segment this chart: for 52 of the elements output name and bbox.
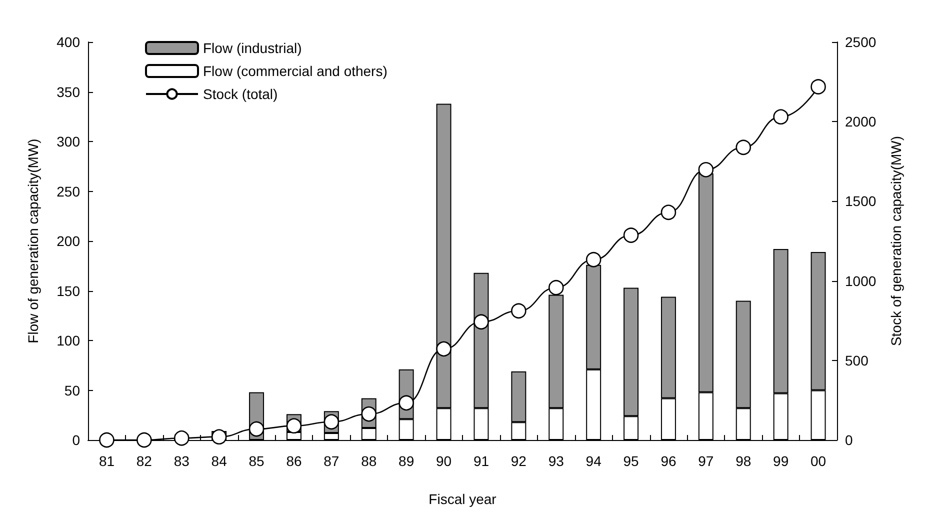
point (436, 341, 452, 357)
y2-tick-label: 1500 (845, 193, 876, 210)
point (324, 414, 340, 430)
y2-tick-label: 0 (845, 432, 853, 448)
x-tick-label: 90 (436, 453, 452, 469)
y-tick-label: 200 (56, 233, 80, 249)
x-tick-label: 00 (810, 453, 826, 469)
x-tick-label: 91 (473, 453, 490, 469)
y-tick-label: 100 (56, 332, 80, 348)
x-tick-label: 82 (136, 453, 152, 469)
point (474, 314, 489, 330)
x-tick-label: 87 (324, 453, 340, 469)
y2-axis-title: Stock of generation capacity(MW) (888, 136, 904, 346)
point (698, 162, 714, 178)
x-tick-label: 94 (586, 453, 602, 469)
legend-label: Flow (commercial and others) (203, 63, 388, 79)
point (248, 421, 264, 437)
legend-label: Flow (industrial) (203, 40, 302, 56)
x-tick-label: 81 (98, 453, 115, 469)
x-tick-label: 96 (660, 453, 676, 469)
x-tick-label: 86 (286, 453, 302, 469)
y2-tick-label: 500 (845, 352, 869, 368)
y-tick-label: 250 (56, 183, 80, 200)
x-tick-label: 88 (361, 453, 377, 469)
x-tick-label: 83 (174, 453, 190, 469)
x-tick-label: 85 (248, 453, 265, 469)
x-tick-label: 95 (623, 453, 640, 469)
legend-label: Stock (total) (203, 86, 278, 102)
y2-tick-label: 2500 (845, 34, 876, 50)
x-tick-label: 99 (773, 453, 789, 469)
y-tick-label: 350 (56, 84, 80, 100)
y-tick-label: 150 (56, 282, 80, 299)
y-tick-label: 300 (56, 134, 80, 150)
point (361, 406, 377, 422)
y-tick-label: 0 (72, 432, 80, 448)
point (586, 252, 602, 268)
point (286, 418, 302, 434)
y2-tick-label: 2000 (845, 114, 876, 130)
x-tick-label: 84 (211, 453, 228, 469)
point (398, 395, 414, 411)
x-tick-label: 98 (736, 453, 752, 469)
point (174, 430, 190, 446)
y-tick-label: 50 (64, 382, 80, 398)
point (211, 429, 227, 444)
x-tick-label: 89 (398, 453, 414, 469)
y-tick-label: 400 (56, 34, 80, 50)
x-tick-label: 97 (698, 453, 714, 469)
x-axis-title: Fiscal year (428, 491, 497, 507)
y2-tick-label: 1000 (845, 272, 876, 289)
y-axis-title: Flow of generation capacity(MW) (25, 138, 41, 344)
x-tick-label: 92 (510, 453, 527, 469)
x-tick-label: 93 (548, 453, 564, 469)
